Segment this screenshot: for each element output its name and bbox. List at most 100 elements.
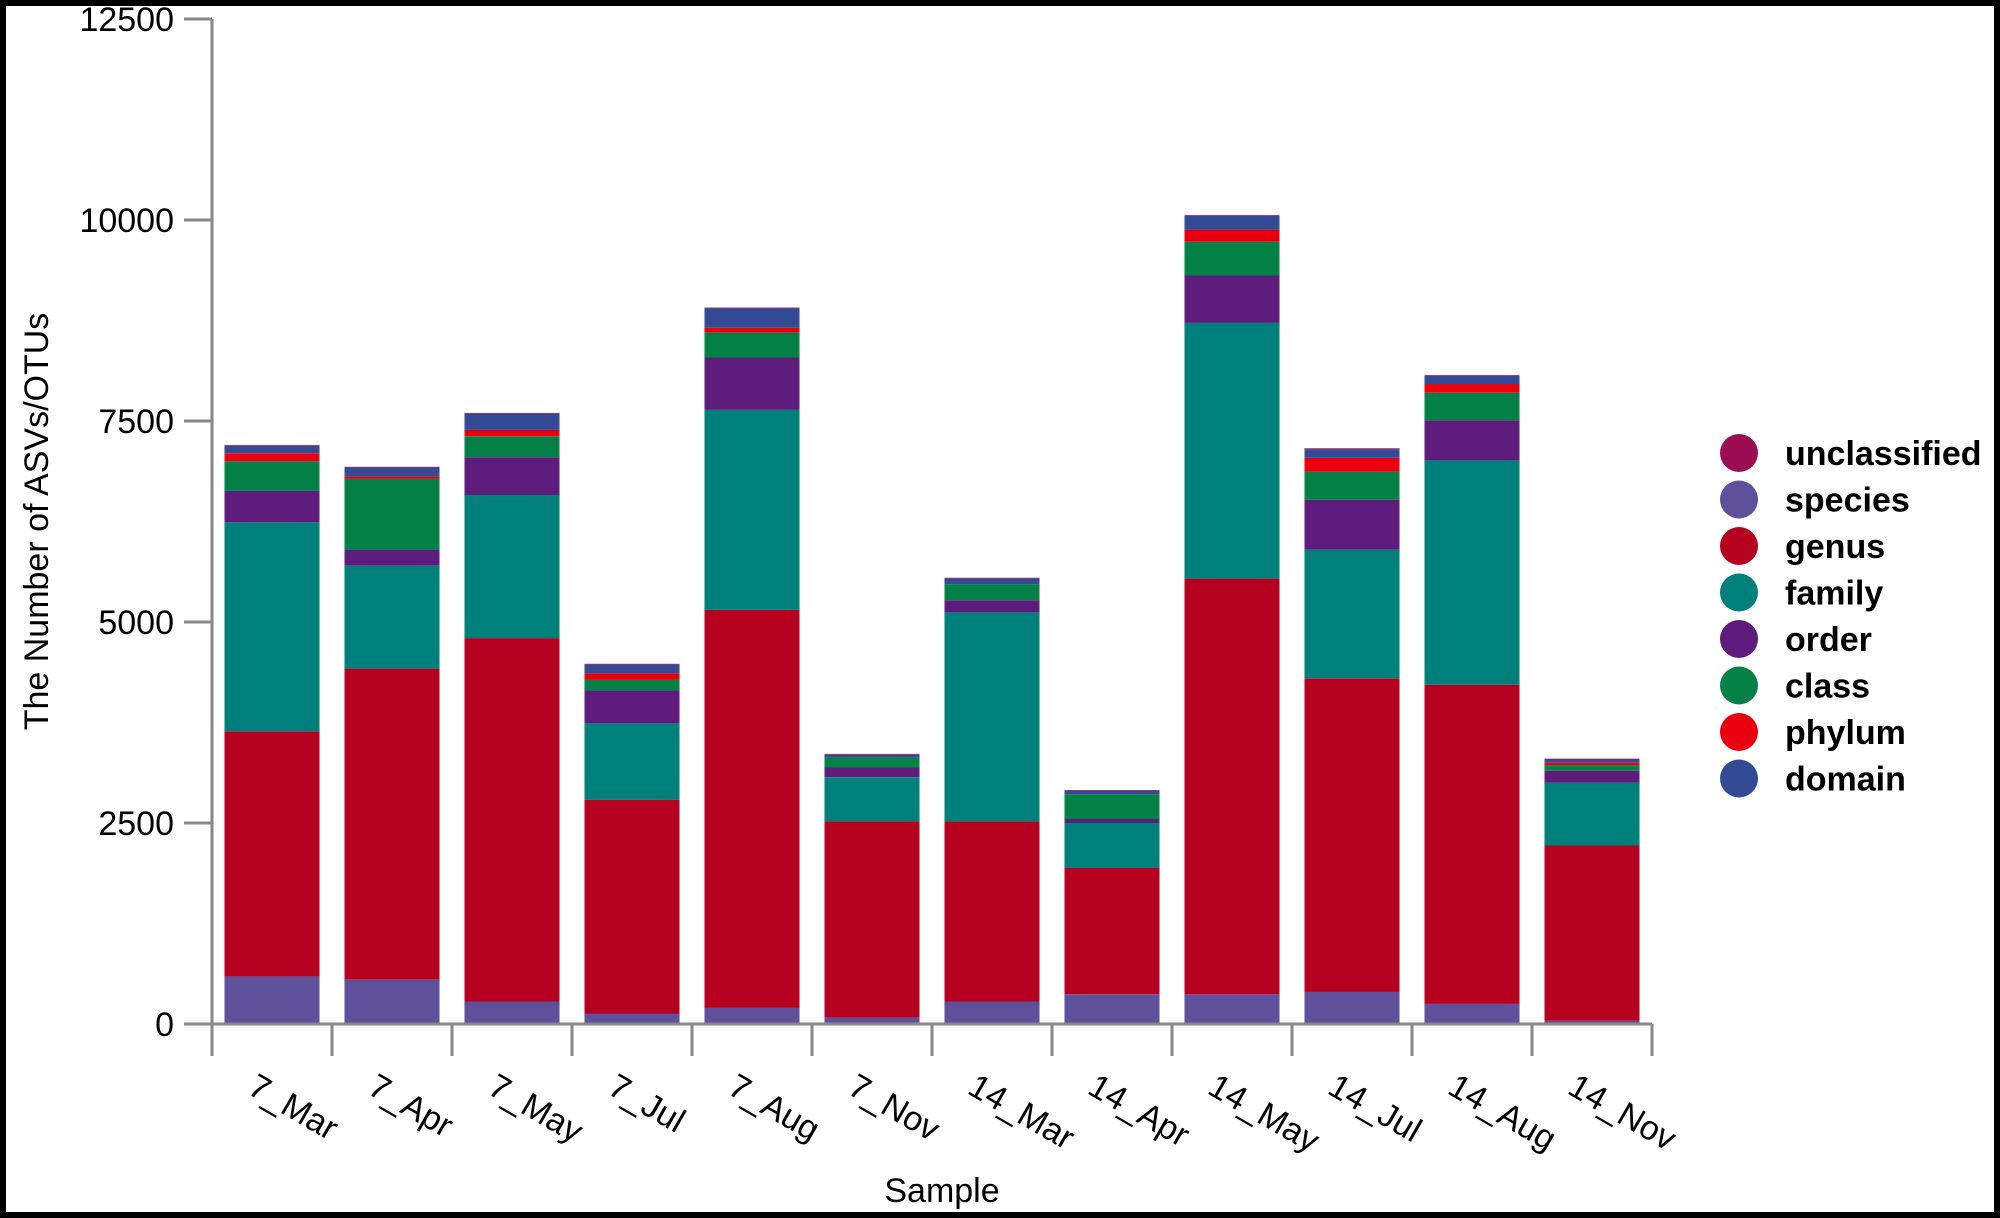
bar-segment-genus-14_Nov [1544,845,1640,1021]
bar-segment-order-7_Apr [344,549,440,566]
bar-segment-genus-14_Apr [1064,868,1160,995]
chart-frame: 0 2500 5000 7500 10000 12500 7_Mar 7_Apr 7_May 7… [6,6,1994,1212]
bar-segment-family-14_May [1184,322,1280,579]
y-axis-title: The Number of ASVs/OTUs [18,313,56,731]
y-tick-label-10000: 10000 [79,202,174,240]
bar-segment-genus-14_Aug [1424,684,1520,1004]
bar-segment-phylum-7_Jul [584,673,680,680]
bar-segment-unclassified-14_Mar [944,577,1040,579]
bar-segment-class-14_Jul [1304,471,1400,500]
bar-segment-unclassified-14_Aug [1424,375,1520,376]
legend-label-domain: domain [1785,761,1906,799]
bar-segment-family-14_Jul [1304,549,1400,679]
bar-segment-unclassified-7_Nov [824,753,920,755]
bar-segment-unclassified-14_May [1184,215,1280,216]
legend-swatch-family [1720,573,1758,612]
bar-segment-class-7_Nov [824,757,920,768]
y-tick-label-0: 0 [155,1006,174,1044]
bar-segment-domain-7_Jul [584,664,680,674]
bar-segment-phylum-7_Mar [224,453,320,462]
bar-segment-class-14_Aug [1424,392,1520,421]
legend-label-class: class [1785,668,1870,706]
bar-segment-family-7_Mar [224,522,320,732]
bar-segment-unclassified-14_Apr [1064,790,1160,791]
bar-segment-class-7_Jul [584,679,680,691]
bar-segment-domain-14_Apr [1064,790,1160,794]
bar-segment-unclassified-7_Aug [704,307,800,309]
bar-segment-domain-7_May [464,413,560,430]
bar-segment-genus-7_May [464,638,560,1002]
bar-segment-species-14_Apr [1064,994,1160,1024]
bar-segment-order-14_Jul [1304,499,1400,550]
bar-segment-phylum-14_May [1184,229,1280,242]
bar-segment-genus-14_Mar [944,821,1040,1002]
bar-segment-domain-14_Nov [1544,759,1640,763]
bar-segment-species-7_Jul [584,1013,680,1024]
legend-swatch-phylum [1720,713,1758,751]
x-tick-label-7_Aug: 7_Aug [722,1067,826,1149]
legend-swatch-genus [1720,527,1758,565]
bar-segment-order-14_May [1184,275,1280,323]
bar-segment-phylum-14_Jul [1304,458,1400,472]
bar-segment-order-14_Nov [1544,770,1640,783]
bar-segment-class-7_May [464,436,560,458]
bar-segment-class-7_Apr [344,478,440,550]
legend-label-order: order [1785,621,1872,659]
bar-segment-phylum-7_Aug [704,327,800,333]
bar-segment-family-7_May [464,495,560,639]
bar-segment-genus-7_Mar [224,731,320,977]
legend-label-species: species [1785,482,1910,520]
bar-segment-genus-14_Jul [1304,678,1400,992]
bar-segment-family-7_Nov [824,777,920,822]
x-tick-label-7_Nov: 7_Nov [842,1067,946,1149]
legend-label-phylum: phylum [1785,714,1906,752]
bar-segment-order-14_Aug [1424,420,1520,461]
x-tick-label-7_Apr: 7_Apr [362,1067,460,1145]
legend-swatch-class [1720,666,1758,705]
bars-layer [224,215,1640,1024]
x-tick-label-14_May: 14_May [1202,1067,1326,1160]
bar-segment-domain-7_Apr [344,467,440,477]
legend-label-genus: genus [1785,528,1885,566]
legend-swatch-order [1720,620,1758,658]
bar-segment-family-14_Aug [1424,460,1520,685]
bar-segment-class-14_Apr [1064,794,1160,819]
bar-segment-family-7_Aug [704,409,800,610]
bar-segment-phylum-14_Nov [1544,762,1640,766]
bar-segment-genus-7_Aug [704,609,800,1008]
bar-segment-domain-14_Mar [944,578,1040,585]
bar-segment-family-7_Apr [344,565,440,669]
bar-segment-unclassified-7_Mar [224,445,320,446]
x-tick-label-14_Apr: 14_Apr [1082,1067,1196,1155]
bar-segment-species-7_Nov [824,1017,920,1024]
bar-segment-domain-7_Aug [704,308,800,328]
bar-segment-species-14_Aug [1424,1003,1520,1024]
bar-segment-species-14_Nov [1544,1020,1640,1024]
bar-segment-domain-14_May [1184,216,1280,230]
legend-label-unclassified: unclassified [1785,435,1982,473]
bar-segment-family-14_Mar [944,612,1040,822]
bar-segment-species-7_Aug [704,1007,800,1024]
y-ticks: 0 2500 5000 7500 10000 12500 [79,6,212,1044]
bar-segment-species-14_Jul [1304,991,1400,1024]
legend-swatch-species [1720,480,1758,519]
bar-segment-phylum-14_Aug [1424,384,1520,393]
x-ticks: 7_Mar 7_Apr 7_May 7_Jul 7_Aug 7_Nov 14_Mar 14_A… [210,1024,1683,1160]
bar-segment-order-14_Apr [1064,819,1160,823]
bar-segment-phylum-7_Apr [344,476,440,479]
bar-segment-unclassified-7_May [464,413,560,414]
legend-label-family: family [1785,575,1883,613]
bar-segment-unclassified-14_Nov [1544,758,1640,760]
x-tick-label-7_May: 7_May [482,1067,589,1151]
x-tick-label-7_Jul: 7_Jul [602,1067,691,1141]
bar-segment-domain-7_Mar [224,445,320,454]
bar-segment-unclassified-14_Jul [1304,448,1400,450]
bar-segment-unclassified-7_Jul [584,663,680,665]
bar-segment-genus-7_Jul [584,799,680,1014]
bar-segment-order-7_May [464,457,560,495]
legend-swatch-unclassified [1720,434,1758,472]
bar-segment-domain-7_Nov [824,754,920,758]
bar-segment-class-7_Mar [224,461,320,491]
x-tick-label-14_Aug: 14_Aug [1442,1067,1563,1159]
